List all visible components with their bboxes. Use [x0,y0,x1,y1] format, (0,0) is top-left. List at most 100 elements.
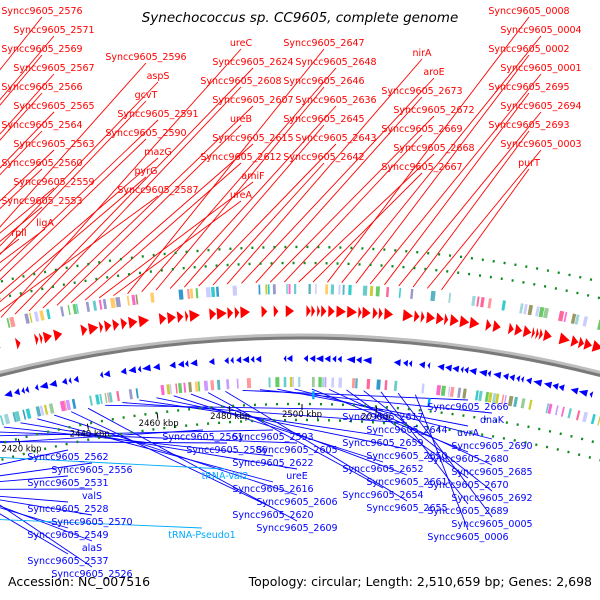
forward-gene [158,313,167,325]
cog-block-inner [71,398,77,410]
cog-block-inner [63,400,68,411]
gene-label: aspS [147,71,170,82]
reverse-gene [39,381,49,389]
gene-label: Syncc9605_2587 [117,185,198,196]
forward-gene [372,307,378,320]
leader-line [127,48,325,294]
cog-block-outer [535,306,540,317]
cog-block-outer [195,288,199,299]
reverse-gene [21,387,26,394]
leader-line [0,441,228,444]
leader-line [363,390,493,492]
gene-label: Syncc9605_0003 [500,139,581,150]
reverse-gene [184,360,189,368]
gene-label: Syncc9605_2526 [51,569,132,580]
cog-block-outer [338,284,341,295]
reverse-gene [356,356,362,364]
leader-line [0,519,203,529]
leader-line [0,176,147,303]
reverse-gene [255,355,262,363]
leader-line [0,504,93,568]
leader-line [141,67,337,293]
cog-block-outer [527,304,534,316]
gene-label: Syncc9605_2596 [105,52,186,63]
leader-line [369,73,542,285]
forward-gene [435,312,444,325]
gene-label: Syncc9605_2567 [13,63,94,74]
cog-block-outer [9,316,16,328]
cog-block-outer [501,300,506,311]
gene-label: valS [82,491,102,502]
cog-block-outer [369,285,374,297]
cog-block-inner [311,377,315,388]
cog-block-outer [476,296,480,307]
reverse-gene [558,384,565,392]
leader-line [155,86,325,291]
forward-gene [558,332,570,345]
leader-line [87,407,298,522]
gene-label: Syncc9605_2646 [283,76,364,87]
gene-labels: Syncc9605_2576 Syncc9605_2571 Syncc9605_25… [1,6,581,580]
reverse-gene [309,355,316,363]
leader-line [241,77,435,284]
gene-label: Syncc9605_2654 [342,490,423,501]
leader-line [0,168,43,210]
cog-block-inner [194,381,199,392]
gene-label: Syncc9605_2616 [232,484,313,495]
cog-block-outer [232,285,238,296]
leader-line [0,187,55,234]
cog-block-inner [492,392,497,404]
gene-label: Syncc9605_2560 [1,158,82,169]
cog-block-outer [570,313,577,325]
reverse-gene [61,377,68,385]
gene-label: Syncc9605_2591 [117,109,198,120]
leader-line [0,62,147,228]
reverse-gene [570,387,579,395]
reverse-gene [452,365,460,373]
cog-block-inner [65,399,71,411]
reverse-gene [589,391,594,398]
gene-label: Syncc9605_0001 [500,63,581,74]
cog-block-outer [448,292,452,303]
leader-line [0,505,93,542]
cog-block-inner [0,415,5,426]
cog-block-inner [590,413,596,425]
cog-block-inner [178,382,183,394]
cog-block-inner [289,377,293,388]
cog-block-outer [6,317,11,328]
cog-block-outer [286,284,288,295]
reverse-gene [346,356,356,364]
gene-label: pyrG [135,166,158,177]
forward-gene [80,324,88,337]
genome-stats-text: Topology: circular; Length: 2,510,659 bp… [248,574,592,589]
gene-label: Syncc9605_2553 [1,196,82,207]
cog-block-outer [75,303,79,314]
kbp-tick-mark [156,412,159,419]
gene-label: Syncc9605_2643 [295,133,376,144]
forward-gene [33,333,39,346]
cog-block-outer [563,311,568,323]
cog-block-inner [355,378,358,389]
reverse-gene [250,355,255,363]
forward-gene [120,317,127,330]
backbone-circle [0,336,600,377]
reverse-gene [190,359,198,367]
leader-line [0,456,226,470]
forward-gene [138,315,150,328]
cog-block-outer [519,303,524,314]
gene-label: alaS [82,543,102,554]
leader-line [225,391,408,502]
gene-label: Syncc9605_2569 [1,44,82,55]
cog-block-outer [308,284,311,295]
cog-block-outer [325,284,329,295]
cog-block-outer [398,287,402,298]
leader-line [0,206,43,242]
reverse-gene [337,355,342,363]
cog-block-inner [35,406,42,417]
kbp-tick-label: 2440 kbp [70,430,110,440]
gene-label: Syncc9605_2565 [13,101,94,112]
gene-label: Syncc9605_2645 [283,114,364,125]
reverse-gene [283,355,287,363]
forward-gene [459,315,470,328]
